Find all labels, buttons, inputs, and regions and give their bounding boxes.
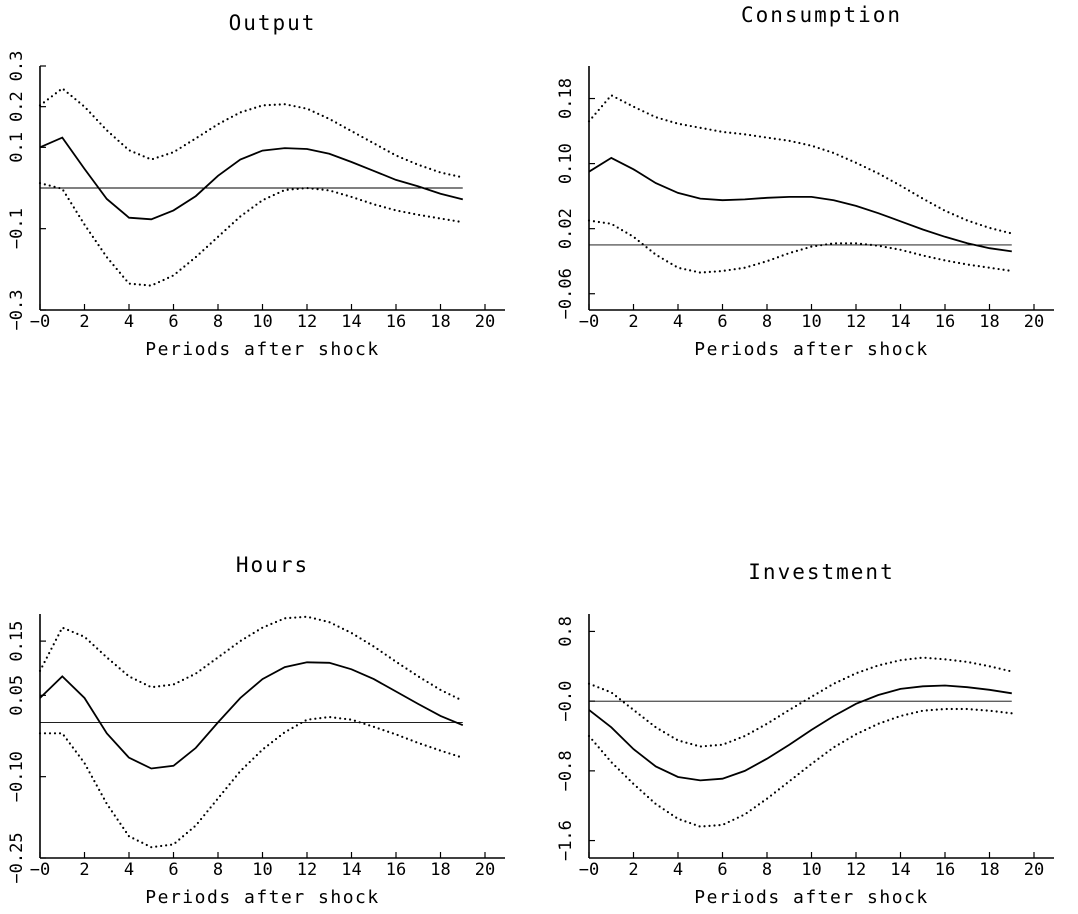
output-panel: Output −0 2 4 6 8 10 12 14 16 18 20 −0.3 −0.1 0.1 0.2 0.…: [7, 11, 505, 360]
investment-y-tick-label: 0.8: [556, 616, 576, 647]
hours-lower-band-line: [38, 715, 464, 849]
output-x-tick-label: 12: [297, 312, 317, 332]
output-y-tick-label: 0.2: [7, 91, 27, 122]
investment-x-tick-label: 20: [1024, 860, 1044, 880]
output-lower-band-line: [38, 182, 464, 287]
investment-x-tick-label: 2: [628, 860, 638, 880]
hours-response-line: [39, 661, 464, 770]
consumption-x-tick-label: 4: [673, 312, 683, 332]
consumption-panel: Consumption −0 2 4 6 8 10 12 14 16 18 20 −0.06 0.02 0.…: [556, 3, 1054, 360]
hours-y-tick-label: 0.15: [7, 621, 27, 662]
output-y-tick-label: 0.3: [7, 51, 27, 82]
output-x-tick-label: 14: [341, 312, 361, 332]
output-y-tick-label: −0.1: [7, 208, 27, 249]
output-x-axis-label: Periods after shock: [145, 339, 379, 360]
hours-x-tick-label: 20: [475, 860, 495, 880]
consumption-y-tick-label: 0.10: [556, 143, 576, 184]
output-x-tick-label: 10: [252, 312, 272, 332]
consumption-upper-band-line: [587, 93, 1013, 235]
output-x-tick-label: 16: [386, 312, 406, 332]
hours-x-tick-label: 4: [124, 860, 134, 880]
consumption-x-tick-label: 20: [1024, 312, 1044, 332]
consumption-x-tick-label: 14: [890, 312, 910, 332]
investment-response-line: [588, 684, 1012, 782]
investment-x-tick-label: −0: [579, 860, 599, 880]
output-x-tick-label: 6: [168, 312, 178, 332]
investment-title: Investment: [748, 560, 894, 584]
consumption-x-tick-label: 6: [717, 312, 727, 332]
consumption-response-line: [588, 156, 1012, 253]
investment-x-tick-label: 10: [801, 860, 821, 880]
output-upper-band-line: [38, 86, 464, 179]
consumption-x-tick-label: 18: [979, 312, 999, 332]
consumption-x-axis-label: Periods after shock: [694, 339, 928, 360]
investment-x-tick-label: 4: [673, 860, 683, 880]
output-x-tick-label: 4: [124, 312, 134, 332]
hours-y-tick-label: −0.25: [7, 832, 27, 883]
output-x-tick-label: 8: [213, 312, 223, 332]
investment-x-tick-label: 14: [890, 860, 910, 880]
investment-upper-band-line: [587, 656, 1013, 748]
hours-x-tick-label: 14: [341, 860, 361, 880]
investment-y-tick-label: −0.8: [556, 750, 576, 791]
hours-title: Hours: [236, 553, 309, 577]
investment-panel: Investment −0 2 4 6 8 10 12 14 16 18 20 −1.6 −0.8 −0.0…: [556, 560, 1054, 908]
hours-panel: Hours −0 2 4 6 8 10 12 14 16 18 20 −0.25 −0.10 0.05 0.1…: [7, 553, 505, 908]
consumption-x-tick-label: 2: [628, 312, 638, 332]
consumption-x-tick-label: 16: [935, 312, 955, 332]
output-x-tick-label: 18: [430, 312, 450, 332]
investment-lower-band-line: [587, 707, 1013, 828]
output-title: Output: [229, 11, 317, 35]
consumption-y-tick-label: −0.06: [556, 268, 576, 319]
output-x-tick-label: 2: [79, 312, 89, 332]
consumption-x-tick-label: 8: [762, 312, 772, 332]
output-x-tick-label: −0: [30, 312, 50, 332]
output-x-tick-label: 20: [475, 312, 495, 332]
consumption-x-tick-label: 12: [846, 312, 866, 332]
investment-x-axis-label: Periods after shock: [694, 887, 928, 908]
investment-x-tick-label: 18: [979, 860, 999, 880]
hours-y-tick-label: −0.10: [7, 751, 27, 802]
investment-y-tick-label: −0.0: [556, 681, 576, 722]
consumption-x-tick-label: −0: [579, 312, 599, 332]
consumption-y-tick-label: 0.02: [556, 208, 576, 249]
investment-x-tick-label: 6: [717, 860, 727, 880]
consumption-x-tick-label: 10: [801, 312, 821, 332]
investment-x-tick-label: 12: [846, 860, 866, 880]
hours-x-axis-label: Periods after shock: [145, 887, 379, 908]
investment-y-tick-label: −1.6: [556, 820, 576, 861]
hours-x-tick-label: 12: [297, 860, 317, 880]
consumption-lower-band-line: [587, 219, 1013, 274]
hours-x-tick-label: 18: [430, 860, 450, 880]
hours-x-tick-label: −0: [30, 860, 50, 880]
hours-x-tick-label: 10: [252, 860, 272, 880]
investment-x-tick-label: 8: [762, 860, 772, 880]
output-y-tick-label: 0.1: [7, 132, 27, 163]
investment-x-tick-label: 16: [935, 860, 955, 880]
hours-x-tick-label: 8: [213, 860, 223, 880]
consumption-y-tick-label: 0.18: [556, 78, 576, 119]
output-y-tick-label: −0.3: [7, 290, 27, 331]
hours-x-tick-label: 16: [386, 860, 406, 880]
hours-x-tick-label: 6: [168, 860, 178, 880]
hours-x-tick-label: 2: [79, 860, 89, 880]
output-response-line: [39, 136, 464, 221]
hours-y-tick-label: 0.05: [7, 675, 27, 716]
consumption-title: Consumption: [741, 3, 902, 27]
